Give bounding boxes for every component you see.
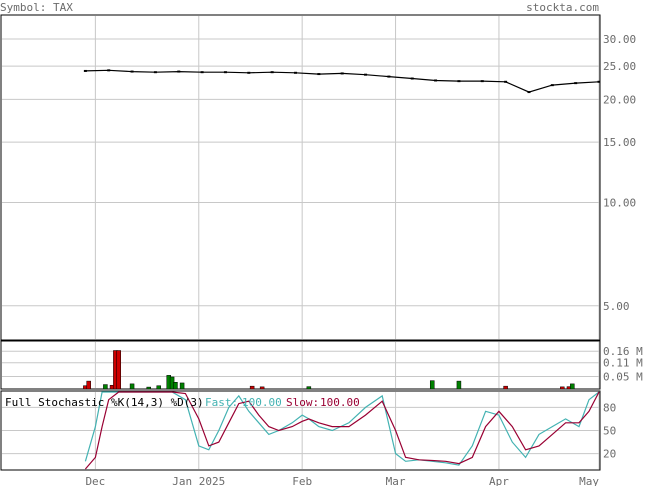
- price-tick-label: 5.00: [603, 300, 630, 313]
- price-point: [597, 80, 601, 83]
- price-point: [107, 69, 111, 72]
- month-label: Jan 2025: [172, 475, 225, 486]
- stochastic-tick-label: 80: [603, 401, 616, 414]
- price-point: [200, 71, 204, 74]
- axis-layer: Dec Jan 2025 Feb Mar Apr May 30.00 25.00 20.00 15…: [85, 33, 643, 486]
- volume-layer: [83, 350, 575, 390]
- price-point: [83, 69, 87, 72]
- volume-bar: [429, 380, 435, 390]
- price-tick-label: 15.00: [603, 136, 636, 149]
- volume-bar: [103, 384, 108, 390]
- price-point: [550, 84, 554, 87]
- stochastic-title: Full Stochastic %K(14,3) %D(3): [5, 396, 204, 409]
- price-point: [130, 70, 134, 73]
- stochastic-tick-label: 50: [603, 425, 616, 438]
- price-point: [177, 70, 181, 73]
- stochastic-tick-label: 20: [603, 448, 616, 461]
- price-tick-label: 30.00: [603, 33, 636, 46]
- grid-layer: [2, 16, 600, 469]
- volume-tick-label: 0.16 M: [603, 345, 643, 358]
- volume-bar: [560, 386, 565, 390]
- price-point: [317, 73, 321, 76]
- volume-tick-label: 0.05 M: [603, 371, 643, 384]
- volume-panel-frame: [0, 340, 601, 390]
- volume-bar: [249, 385, 255, 390]
- price-tick-label: 25.00: [603, 60, 636, 73]
- price-point: [574, 82, 578, 85]
- volume-bar: [173, 382, 178, 390]
- volume-bar: [129, 383, 135, 390]
- volume-tick-label: 0.11 M: [603, 357, 643, 370]
- volume-bar: [570, 383, 575, 390]
- price-point: [340, 72, 344, 75]
- month-label: Apr: [489, 475, 509, 486]
- volume-bar: [259, 386, 265, 390]
- price-tick-label: 20.00: [603, 93, 636, 106]
- price-point: [153, 71, 157, 74]
- stochastic-layer: [84, 391, 600, 470]
- volume-bar: [86, 380, 91, 390]
- price-point: [434, 79, 438, 82]
- month-label: Dec: [85, 475, 105, 486]
- stochastic-slow-value: 100.00: [320, 396, 360, 409]
- volume-bar: [306, 386, 312, 390]
- stochastic-slow-label: Slow:: [286, 396, 319, 409]
- month-label: May: [579, 475, 599, 486]
- volume-bar: [503, 385, 508, 390]
- price-point: [387, 75, 391, 78]
- volume-bar: [156, 385, 162, 390]
- price-panel-frame: [0, 14, 601, 341]
- month-label: Feb: [292, 475, 312, 486]
- price-point: [527, 91, 531, 94]
- site-label: stockta.com: [526, 1, 599, 14]
- volume-bar: [116, 350, 121, 390]
- price-point: [457, 80, 461, 83]
- price-point: [364, 73, 368, 76]
- price-point: [223, 71, 227, 74]
- symbol-label: Symbol: TAX: [0, 1, 73, 14]
- price-point: [504, 80, 508, 83]
- stochastic-slow-line: [84, 391, 600, 470]
- price-point: [480, 80, 484, 83]
- stochastic-fast-label: Fast:: [205, 396, 238, 409]
- price-point: [410, 77, 414, 80]
- price-point: [270, 71, 274, 74]
- price-tick-label: 10.00: [603, 197, 636, 210]
- price-point: [247, 71, 251, 74]
- price-point: [293, 71, 297, 74]
- volume-bar: [456, 380, 462, 390]
- price-layer: [83, 69, 601, 94]
- volume-bar: [179, 382, 185, 390]
- stochastic-fast-value: 100.00: [242, 396, 282, 409]
- month-label: Mar: [386, 475, 406, 486]
- volume-bar: [146, 386, 151, 390]
